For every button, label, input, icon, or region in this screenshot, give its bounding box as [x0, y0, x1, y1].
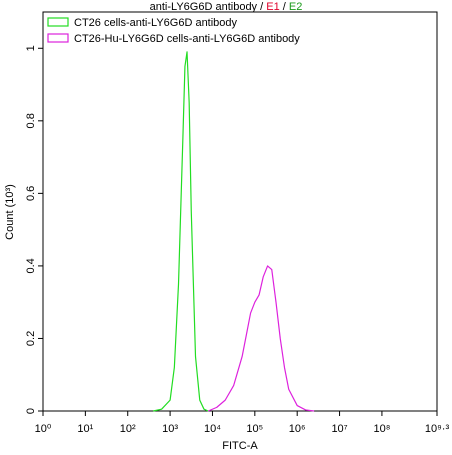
legend-swatch — [47, 17, 69, 27]
legend-label: CT26-Hu-LY6G6D cells-anti-LY6G6D antibod… — [74, 33, 300, 45]
y-tick-label: 0.6 — [25, 186, 37, 201]
x-tick-label: 10⁹·³ — [425, 423, 450, 435]
title-part: E2 — [289, 1, 302, 13]
x-axis-label: FITC-A — [222, 440, 258, 452]
y-tick-label: 0.4 — [25, 258, 37, 273]
series-line — [153, 51, 209, 412]
title-part: / — [280, 1, 289, 13]
x-tick-label: 10⁷ — [331, 423, 347, 435]
title-part: anti-LY6G6D antibody / — [150, 1, 267, 13]
y-tick-label: 0 — [25, 408, 37, 414]
chart-title: anti-LY6G6D antibody / E1 / E2 — [150, 1, 303, 13]
legend-swatch — [47, 33, 69, 43]
y-tick-label: 0.2 — [25, 331, 37, 346]
x-tick-label: 10³ — [162, 423, 178, 435]
plot-frame — [42, 11, 438, 412]
x-tick-label: 10² — [120, 423, 136, 435]
legend-label: CT26 cells-anti-LY6G6D antibody — [74, 17, 238, 29]
x-tick-label: 10⁶ — [289, 423, 306, 435]
x-tick-label: 10⁵ — [246, 423, 263, 435]
x-tick-label: 10⁴ — [204, 423, 221, 435]
x-tick-label: 10⁸ — [373, 423, 390, 435]
y-tick-label: 1 — [25, 45, 37, 51]
y-tick-label: 0.8 — [25, 113, 37, 128]
series-line — [207, 265, 315, 412]
x-tick-label: 10¹ — [77, 423, 93, 435]
x-tick-label: 10⁰ — [35, 423, 52, 435]
y-axis-label: Count (10³) — [4, 184, 16, 240]
title-part: E1 — [266, 1, 279, 13]
